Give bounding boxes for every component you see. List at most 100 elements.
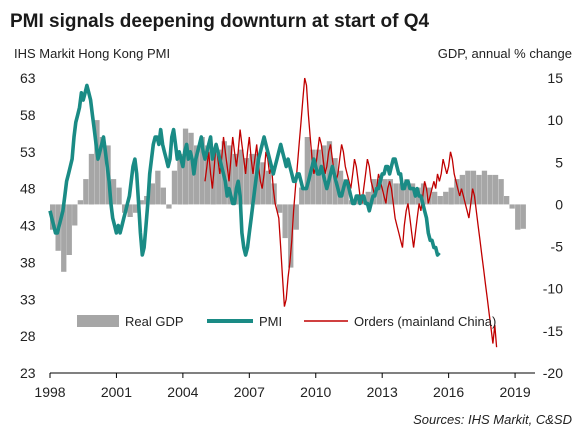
gdp-bar [88,153,95,205]
gdp-bar [487,174,493,205]
left-axis-title: IHS Markit Hong Kong PMI [14,46,170,61]
gdp-bar [188,132,194,205]
legend-label-orders: Orders (mainland China) [354,314,496,329]
x-tick-label: 2019 [499,384,530,400]
gdp-bar [387,179,393,205]
pmi-series-line [48,83,441,257]
gdp-bar [127,204,133,217]
gdp-bar [299,187,305,205]
orders-series-line [204,77,498,348]
gdp-bar [232,153,238,205]
x-tick-label: 2016 [433,384,464,400]
x-tick-label: 1998 [34,384,65,400]
y-right-tick-label: -15 [543,323,563,339]
y-right-tick-label: 0 [555,196,563,212]
gdp-bar [365,191,371,205]
gdp-bar [443,191,449,205]
gdp-bar [432,191,438,205]
gdp-bar [171,170,178,205]
gdp-bar [376,179,382,205]
gdp-bar [182,128,189,205]
y-right-tick-label: 5 [555,154,563,170]
gdp-bar [72,204,78,226]
gdp-bar [205,145,211,205]
gdp-bar [304,137,310,205]
gdp-bar [398,183,405,205]
gdp-bar [492,174,499,205]
gdp-bar [99,137,106,205]
gdp-bar [66,204,72,255]
gdp-bar [520,204,526,229]
gdp-bar [193,145,200,205]
gdp-bar [343,179,349,205]
y-left-tick-label: 38 [20,254,36,270]
gdp-bar [454,179,460,205]
gdp-bar [504,196,510,205]
y-left-tick-label: 33 [20,291,36,307]
gdp-bar [409,183,416,205]
legend-label-pmi: PMI [259,314,282,329]
gdp-bar [249,153,255,205]
gdp-bar [382,179,388,205]
gdp-bar [404,179,410,205]
x-tick-label: 2010 [300,384,331,400]
y-right-tick-label: -20 [543,365,563,381]
right-axis-title: GDP, annual % change [438,46,572,61]
legend-swatch-real-gdp [77,315,119,327]
gdp-bar [116,187,122,205]
gdp-bar [177,153,183,205]
gdp-bar [243,158,250,205]
gdp-bar [199,137,205,205]
gdp-bar [288,204,294,268]
gdp-bar [133,204,139,213]
gdp-bar [437,196,443,205]
gdp-bar [265,170,272,205]
gdp-bar [94,120,100,205]
gdp-bar [110,179,117,205]
gdp-bar [77,200,83,205]
x-tick-label: 2004 [167,384,198,400]
x-tick-label: 2001 [101,384,132,400]
gdp-bar [282,204,288,239]
gdp-bar [216,149,222,205]
gdp-bar [393,183,399,205]
gdp-bar [166,204,172,209]
y-left-tick-label: 58 [20,107,36,123]
x-tick-label: 2007 [234,384,265,400]
y-left-tick-label: 53 [20,144,36,160]
y-right-axis-ticks: -20 -15 -10 -5 0 5 10 15 [543,70,563,381]
y-left-tick-label: 23 [20,365,36,381]
gdp-bar [238,149,244,205]
y-left-tick-label: 28 [20,328,36,344]
gdp-bar [315,149,322,205]
gdp-bar [149,183,155,205]
gdp-bar [476,174,482,205]
y-left-tick-label: 48 [20,181,36,197]
x-axis-ticks: 1998 2001 2004 2007 2010 2013 2016 2019 [34,373,531,400]
gdp-bar [354,196,360,205]
chart-title: PMI signals deepening downturn at start … [10,11,430,32]
gdp-bar [498,179,504,205]
gdp-bar [83,179,89,205]
gdp-bar [138,200,144,205]
y-right-tick-label: 10 [547,112,563,128]
gdp-bar [337,170,344,205]
legend-label-real-gdp: Real GDP [125,314,184,329]
gdp-bar [481,170,488,205]
y-right-tick-label: 15 [547,70,563,86]
y-right-tick-label: -5 [551,239,564,255]
gdp-bar [160,187,166,205]
gdp-bar [61,204,67,272]
gdp-bar-series [50,120,526,272]
x-tick-label: 2013 [367,384,398,400]
source-note: Sources: IHS Markit, C&SD [413,412,572,427]
gdp-bar [155,170,161,205]
gdp-bar [448,187,454,205]
y-right-tick-label: -10 [543,281,563,297]
gdp-bar [509,204,515,209]
y-left-axis-ticks: 23 28 33 38 43 48 53 58 63 [20,70,36,381]
gdp-bar [470,170,477,205]
gdp-bar [277,204,283,213]
